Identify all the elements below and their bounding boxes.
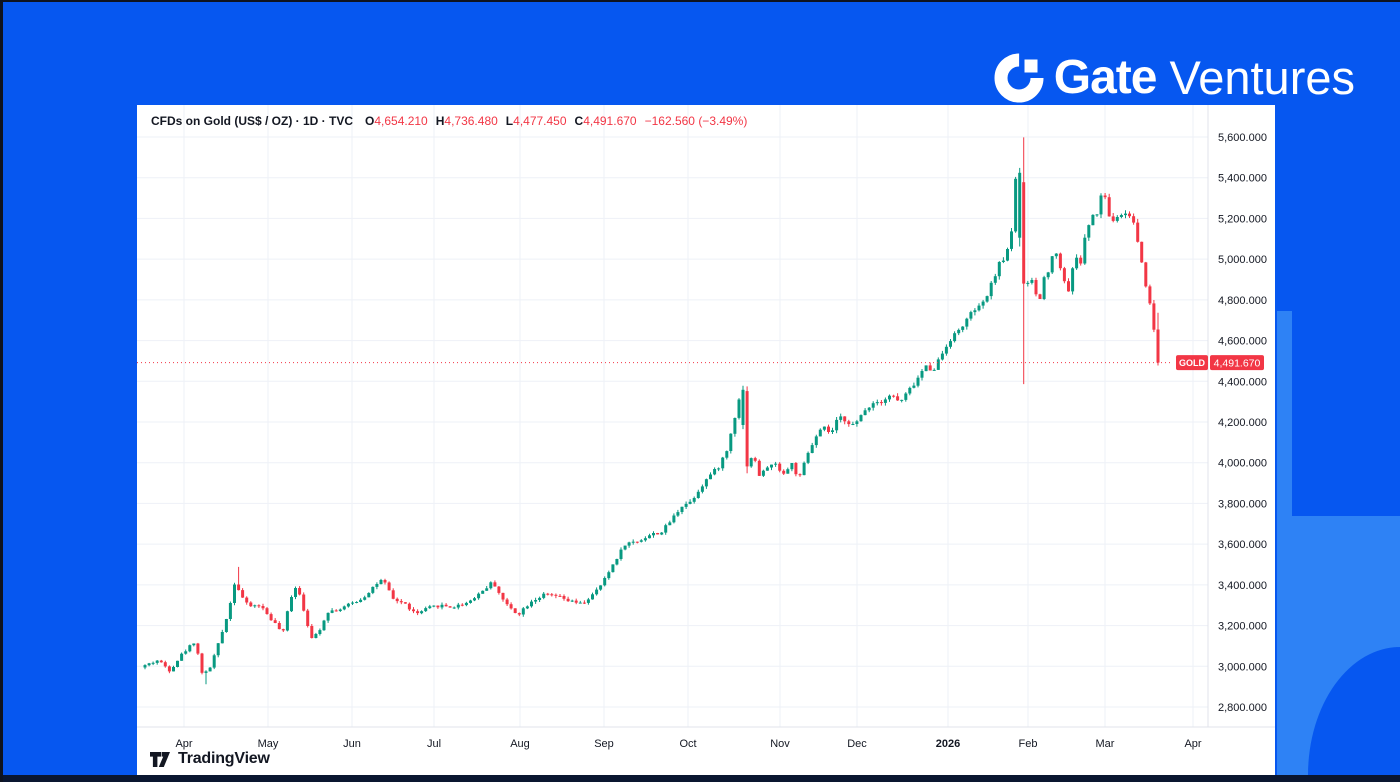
change-value: −162.560 (−3.49%) [644,114,748,128]
svg-text:Jul: Jul [427,738,441,750]
tradingview-icon [150,752,170,767]
brand-name-light: Ventures [1169,51,1355,104]
svg-text:5,600.000: 5,600.000 [1218,132,1267,144]
ohlc-high-value: 4,736.480 [444,114,498,128]
time-axis-labels: Apr May Jun Jul Aug Sep Oct Nov Dec 2026 Feb Mar Apr [175,738,1201,750]
ohlc-high-label: H [435,114,445,128]
bottom-dark-bar [0,775,1400,782]
svg-text:2,800.000: 2,800.000 [1218,702,1267,714]
svg-text:5,200.000: 5,200.000 [1218,213,1267,225]
ohlc-low-value: 4,477.450 [513,114,567,128]
gate-icon [994,53,1044,102]
tradingview-attribution[interactable]: TradingView [149,749,270,768]
svg-text:3,800.000: 3,800.000 [1218,498,1267,510]
ohlc-low-label: L [505,114,514,128]
svg-text:4,200.000: 4,200.000 [1218,417,1267,429]
svg-text:Aug: Aug [510,738,530,750]
svg-text:3,400.000: 3,400.000 [1218,580,1267,592]
brand-name-bold: Gate [1053,51,1158,104]
svg-text:2026: 2026 [936,738,960,750]
svg-text:Dec: Dec [847,738,867,750]
candles [143,137,1160,685]
svg-text:May: May [258,738,279,750]
svg-text:4,491.670: 4,491.670 [1214,358,1261,370]
svg-text:3,600.000: 3,600.000 [1218,539,1267,551]
ohlc-open-value: 4,654.210 [374,114,428,128]
svg-text:4,400.000: 4,400.000 [1218,376,1267,388]
chart-plot-area[interactable]: 5,600.000 5,400.000 5,200.000 5,000.000 4,80… [137,105,1275,775]
chart-legend: CFDs on Gold (US$ / OZ) · 1D · TVC O 4,65… [151,114,747,128]
grid-lines [137,105,1208,727]
ohlc-close-value: 4,491.670 [583,114,637,128]
svg-text:Sep: Sep [594,738,614,750]
last-price-badge: GOLD 4,491.670 [1176,355,1264,371]
decor-light-blue-strip [1277,311,1292,516]
svg-text:Feb: Feb [1019,738,1038,750]
svg-text:3,000.000: 3,000.000 [1218,661,1267,673]
tradingview-chart-panel: CFDs on Gold (US$ / OZ) · 1D · TVC O 4,65… [137,105,1275,775]
svg-text:4,800.000: 4,800.000 [1218,295,1267,307]
svg-text:5,000.000: 5,000.000 [1218,254,1267,266]
svg-text:Mar: Mar [1096,738,1115,750]
svg-text:5,400.000: 5,400.000 [1218,173,1267,185]
svg-text:Apr: Apr [1184,738,1201,750]
svg-text:GOLD: GOLD [1179,358,1205,368]
svg-text:Jun: Jun [343,738,361,750]
screenshot-left-edge [0,0,3,782]
svg-text:Nov: Nov [770,738,790,750]
gate-ventures-logo: Gate Ventures [994,50,1355,105]
svg-text:Oct: Oct [679,738,696,750]
symbol-title[interactable]: CFDs on Gold (US$ / OZ) · 1D · TVC [151,114,353,128]
svg-text:3,200.000: 3,200.000 [1218,621,1267,633]
ohlc-close-label: C [574,114,584,128]
screenshot-top-edge [0,0,1400,2]
ohlc-open-label: O [365,114,375,128]
svg-text:4,000.000: 4,000.000 [1218,458,1267,470]
svg-text:4,600.000: 4,600.000 [1218,336,1267,348]
price-axis-labels: 5,600.000 5,400.000 5,200.000 5,000.000 4,80… [1218,132,1267,714]
svg-text:Apr: Apr [175,738,192,750]
tradingview-wordmark: TradingView [178,749,270,767]
